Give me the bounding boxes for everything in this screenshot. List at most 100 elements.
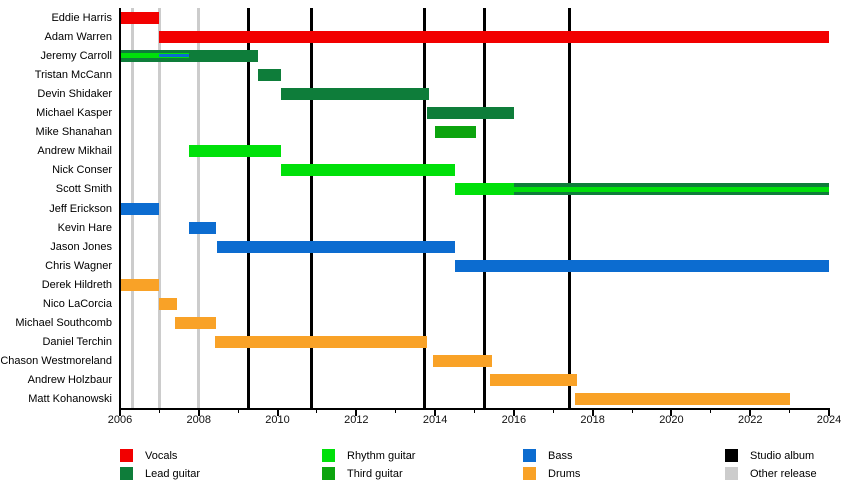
axis-year-label: 2018 <box>580 414 605 426</box>
timeline-bar-segment <box>175 317 217 330</box>
legend-label: Other release <box>750 467 817 480</box>
legend-swatch-vocals <box>120 449 133 462</box>
legend-item-bass: Bass <box>523 449 580 462</box>
member-label: Eddie Harris <box>51 11 112 24</box>
legend-item-rhythm: Rhythm guitar <box>322 449 415 462</box>
legend: Vocals Lead guitar Rhythm guitar Third guit… <box>0 449 850 489</box>
member-label: Devin Shidaker <box>37 87 112 100</box>
axis-tick <box>197 410 200 416</box>
timeline-bar-segment <box>188 221 217 234</box>
timeline-bar-segment <box>188 49 258 62</box>
axis-tick <box>512 410 515 416</box>
legend-column: Rhythm guitar Third guitar <box>322 449 415 485</box>
legend-swatch-album <box>725 449 738 462</box>
timeline-bar-segment <box>281 87 430 100</box>
legend-label: Lead guitar <box>145 467 201 480</box>
axis-year-label: 2008 <box>186 414 211 426</box>
timeline-bar-segment <box>454 259 829 272</box>
timeline-bar-segment <box>490 374 577 387</box>
timeline-bar-segment <box>257 68 282 81</box>
member-label: Adam Warren <box>44 30 112 43</box>
member-label: Jeremy Carroll <box>40 49 112 62</box>
timeline-bar-stripe <box>120 53 160 59</box>
member-label: Matt Kohanowski <box>28 393 112 406</box>
member-label: Derek Hildreth <box>41 278 112 291</box>
axis-year-label: 2014 <box>422 414 448 426</box>
axis-tick <box>591 410 594 416</box>
axis-tick <box>434 410 437 416</box>
axis-tick <box>789 410 791 413</box>
timeline-bar-segment <box>216 240 455 253</box>
axis-year-label: 2016 <box>501 414 527 426</box>
legend-item-other: Other release <box>725 467 817 480</box>
legend-label: Vocals <box>145 449 178 462</box>
legend-label: Rhythm guitar <box>347 449 416 462</box>
axis-tick <box>237 410 239 413</box>
member-label: Nick Conser <box>52 164 112 177</box>
member-label: Mike Shanahan <box>35 126 112 139</box>
axis-tick <box>395 410 397 413</box>
member-label: Chason Westmoreland <box>0 355 112 368</box>
x-axis-line <box>119 408 830 410</box>
axis-year-label: 2022 <box>737 414 763 426</box>
legend-label: Studio album <box>750 449 815 462</box>
legend-item-third: Third guitar <box>322 467 415 480</box>
timeline-bar-segment <box>281 164 455 177</box>
legend-label: Bass <box>548 449 573 462</box>
axis-year-label: 2024 <box>816 414 842 426</box>
member-label: Andrew Mikhail <box>37 145 112 158</box>
studio-album-line <box>568 8 572 409</box>
axis-year-label: 2020 <box>659 414 684 426</box>
other-release-line <box>197 8 201 409</box>
plot-area <box>120 8 829 409</box>
axis-tick <box>355 410 358 416</box>
timeline-bar-segment <box>159 297 178 310</box>
legend-column: Bass Drums <box>523 449 580 485</box>
studio-album-line <box>483 8 487 409</box>
axis-year-label: 2012 <box>344 414 369 426</box>
timeline-bar-segment <box>159 30 829 43</box>
member-label: Chris Wagner <box>45 259 112 272</box>
axis-tick <box>276 410 279 416</box>
timeline-bar-segment <box>454 183 514 196</box>
timeline-bar-stripe <box>159 54 189 58</box>
timeline-bar-segment <box>120 202 160 215</box>
studio-album-line <box>246 8 250 409</box>
axis-tick <box>158 410 160 413</box>
timeline-bar-segment <box>427 107 514 120</box>
axis-tick <box>474 410 475 413</box>
axis-tick <box>119 410 121 416</box>
axis-tick <box>316 410 318 413</box>
legend-label: Drums <box>548 467 581 480</box>
axis-tick <box>631 410 633 413</box>
axis-tick <box>552 410 554 413</box>
axis-tick <box>749 410 752 416</box>
axis-year-label: 2010 <box>265 414 290 426</box>
axis-tick <box>710 410 712 413</box>
legend-swatch-bass <box>523 449 536 462</box>
legend-item-album: Studio album <box>725 449 817 462</box>
legend-label: Third guitar <box>347 467 403 480</box>
timeline-bar-stripe <box>513 186 829 192</box>
timeline-bar-segment <box>188 145 282 158</box>
member-label: Michael Southcomb <box>15 317 112 330</box>
legend-column: Studio album Other release <box>725 449 817 485</box>
timeline-bar-segment <box>435 126 477 139</box>
legend-swatch-other <box>725 467 738 480</box>
timeline-bar-segment <box>120 49 160 62</box>
member-label: Andrew Holzbaur <box>27 374 112 387</box>
axis-tick <box>670 410 673 416</box>
member-label: Jason Jones <box>50 240 112 253</box>
legend-item-vocals: Vocals <box>120 449 200 462</box>
member-label: Daniel Terchin <box>42 336 112 349</box>
legend-swatch-drums <box>523 467 536 480</box>
timeline-bar-segment <box>120 278 160 291</box>
studio-album-line <box>423 8 427 409</box>
member-label: Michael Kasper <box>36 107 112 120</box>
studio-album-line <box>310 8 314 409</box>
legend-swatch-lead <box>120 467 133 480</box>
legend-item-drums: Drums <box>523 467 580 480</box>
legend-swatch-rhythm <box>322 449 335 462</box>
timeline-bar-segment <box>513 183 829 196</box>
